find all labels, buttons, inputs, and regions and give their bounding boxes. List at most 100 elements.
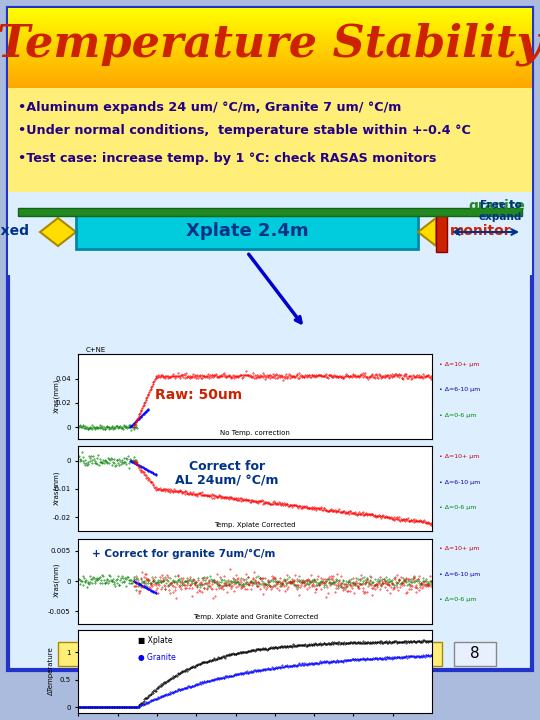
Bar <box>8 63 532 64</box>
Bar <box>8 28 532 29</box>
Text: No Temp. correction: No Temp. correction <box>220 430 290 436</box>
Bar <box>8 19 532 20</box>
Text: • Δ=10+ μm: • Δ=10+ μm <box>439 546 480 552</box>
Bar <box>8 82 532 83</box>
Bar <box>8 31 532 32</box>
Bar <box>8 49 532 50</box>
Text: Correct for
AL 24um/ °C/m: Correct for AL 24um/ °C/m <box>175 459 279 487</box>
Bar <box>8 84 532 85</box>
Bar <box>8 74 532 75</box>
Bar <box>8 48 532 49</box>
Bar <box>8 56 532 57</box>
Bar <box>8 70 532 71</box>
Text: Xplate 2.4m: Xplate 2.4m <box>186 222 308 240</box>
Text: + Correct for granite 7um/°C/m: + Correct for granite 7um/°C/m <box>92 549 276 559</box>
Bar <box>8 33 532 34</box>
Bar <box>8 14 532 15</box>
Text: •Under normal conditions,  temperature stable within +-0.4 °C: •Under normal conditions, temperature st… <box>18 124 471 137</box>
Bar <box>8 20 532 21</box>
Bar <box>8 12 532 13</box>
Text: • Δ=6-10 μm: • Δ=6-10 μm <box>439 572 480 577</box>
Bar <box>8 41 532 42</box>
Bar <box>8 42 532 43</box>
Bar <box>8 69 532 70</box>
Bar <box>8 51 532 52</box>
Bar <box>8 39 532 40</box>
Bar <box>8 22 532 23</box>
Bar <box>76 215 418 249</box>
Text: fixed: fixed <box>0 224 30 238</box>
Text: • Δ=0-6 μm: • Δ=0-6 μm <box>439 505 476 510</box>
Bar <box>8 59 532 60</box>
Bar <box>8 62 532 63</box>
Text: 8: 8 <box>470 647 480 662</box>
Bar <box>8 79 532 80</box>
Text: Temp. Xplate and Granite Corrected: Temp. Xplate and Granite Corrected <box>193 614 318 620</box>
Bar <box>8 8 532 9</box>
Bar <box>8 27 532 28</box>
Bar <box>8 80 532 81</box>
Text: • Δ=6-10 μm: • Δ=6-10 μm <box>439 387 480 392</box>
Bar <box>8 9 532 10</box>
Bar <box>8 29 532 30</box>
Bar <box>8 78 532 79</box>
Bar <box>8 15 532 16</box>
Bar <box>8 24 532 25</box>
Bar <box>8 11 532 12</box>
Bar <box>8 53 532 54</box>
Bar <box>8 65 532 66</box>
Bar <box>8 13 532 14</box>
Text: •Test case: increase temp. by 1 °C: check RASAS monitors: •Test case: increase temp. by 1 °C: chec… <box>18 152 436 165</box>
Bar <box>8 45 532 46</box>
Bar <box>8 30 532 31</box>
Text: monitor: monitor <box>450 224 511 238</box>
Text: granite: granite <box>468 199 525 213</box>
Text: ■ Xplate: ■ Xplate <box>138 636 173 645</box>
Bar <box>8 32 532 33</box>
Bar <box>18 208 522 216</box>
Text: Temp. Xplate Corrected: Temp. Xplate Corrected <box>214 522 296 528</box>
Bar <box>8 73 532 74</box>
Bar <box>8 21 532 22</box>
Bar <box>8 25 532 26</box>
Bar <box>8 67 532 68</box>
Bar <box>8 61 532 62</box>
Bar <box>8 46 532 47</box>
Text: • Δ=10+ μm: • Δ=10+ μm <box>439 362 480 367</box>
Text: Xras(mm): Xras(mm) <box>53 562 60 597</box>
Bar <box>8 17 532 18</box>
Bar <box>8 35 532 36</box>
Bar <box>8 47 532 48</box>
Bar <box>8 192 532 275</box>
Bar <box>8 75 532 76</box>
Bar <box>454 642 496 666</box>
Text: Xras(mm): Xras(mm) <box>53 470 60 505</box>
Bar <box>8 18 532 19</box>
Bar <box>8 60 532 61</box>
Polygon shape <box>40 218 76 246</box>
Bar <box>8 58 532 59</box>
Bar <box>8 40 532 41</box>
Text: Marcel Vreeswijk (NIKHEF): Marcel Vreeswijk (NIKHEF) <box>159 647 341 661</box>
Polygon shape <box>418 218 436 246</box>
Bar <box>8 57 532 58</box>
Bar <box>8 76 532 77</box>
Text: Xras(mm): Xras(mm) <box>53 379 60 413</box>
Bar <box>8 36 532 37</box>
Bar <box>58 642 442 666</box>
Bar <box>8 68 532 69</box>
Bar <box>8 83 532 84</box>
Bar <box>8 85 532 86</box>
Bar <box>8 37 532 38</box>
Bar <box>8 52 532 53</box>
Bar <box>8 50 532 51</box>
Bar <box>8 86 532 87</box>
Bar <box>8 87 532 88</box>
Bar <box>8 16 532 17</box>
Text: • Δ=6-10 μm: • Δ=6-10 μm <box>439 480 480 485</box>
Text: • Δ=0-6 μm: • Δ=0-6 μm <box>439 413 476 418</box>
Bar <box>8 23 532 24</box>
Bar <box>8 81 532 82</box>
Bar <box>8 88 532 192</box>
Text: ΔTemperature: ΔTemperature <box>48 647 55 696</box>
